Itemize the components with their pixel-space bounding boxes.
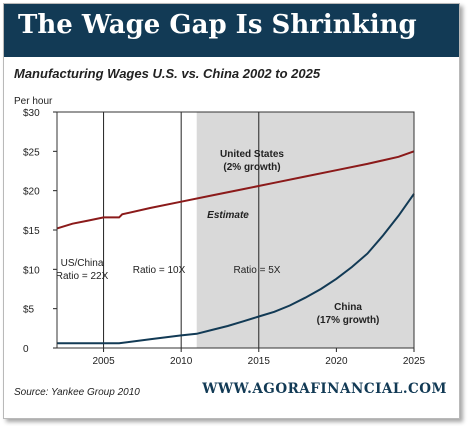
- y-tick-label: $30: [23, 108, 40, 119]
- estimate-region: [196, 112, 414, 348]
- x-tick-label: 2005: [92, 356, 115, 367]
- annotation-us-china: US/China: [61, 258, 104, 269]
- wage-chart: 0$5$10$15$20$25$30 2005 2010 2015 2020 2025 …: [14, 96, 426, 367]
- y-tick-label: $20: [23, 187, 40, 198]
- x-tick-label: 2025: [403, 356, 426, 367]
- annotation-ratio-10x: Ratio = 10X: [133, 265, 186, 276]
- annotation-ratio-5x: Ratio = 5X: [234, 265, 281, 276]
- title-banner: The Wage Gap Is Shrinking: [4, 4, 459, 57]
- site-url[interactable]: WWW.AGORAFINANCIAL.COM: [202, 381, 447, 397]
- chart-frame: The Wage Gap Is Shrinking Manufacturing …: [3, 3, 460, 419]
- y-tick-label: 0: [23, 344, 29, 355]
- us-series-growth: (2% growth): [223, 162, 280, 173]
- estimate-label: Estimate: [207, 210, 249, 221]
- chart-subtitle: Manufacturing Wages U.S. vs. China 2002 …: [14, 66, 321, 81]
- series-china-line: [57, 193, 415, 345]
- y-tick-label: $10: [23, 265, 40, 276]
- x-tick-label: 2010: [170, 356, 193, 367]
- y-tick-label: $5: [23, 305, 35, 316]
- china-series-growth: (17% growth): [317, 315, 380, 326]
- y-tick-label: $25: [23, 147, 40, 158]
- plot-border: [56, 111, 415, 349]
- banner-title: The Wage Gap Is Shrinking: [18, 10, 417, 40]
- us-series-label: United States: [220, 149, 284, 160]
- series-us-line: [56, 150, 415, 230]
- annotation-ratio-22x: Ratio = 22X: [56, 271, 109, 282]
- y-tick-label: $15: [23, 226, 40, 237]
- china-series-label: China: [334, 302, 362, 313]
- y-axis-label: Per hour: [14, 96, 53, 107]
- source-note: Source: Yankee Group 2010: [14, 387, 140, 398]
- x-tick-label: 2020: [325, 356, 348, 367]
- x-tick-label: 2015: [248, 356, 271, 367]
